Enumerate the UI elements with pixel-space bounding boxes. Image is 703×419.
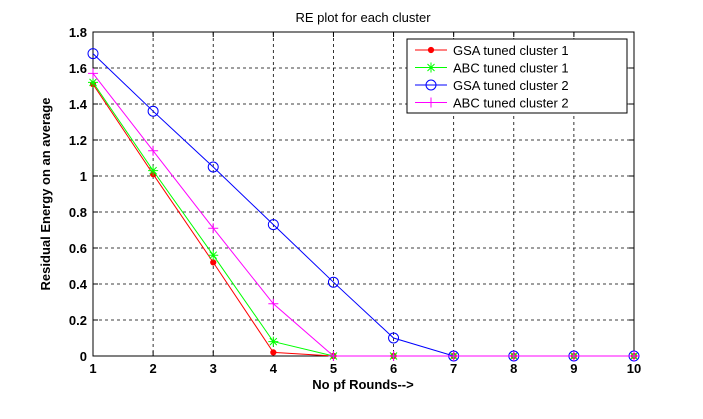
data-point xyxy=(210,259,217,266)
data-point xyxy=(267,219,279,231)
x-tick-label: 8 xyxy=(510,361,517,376)
x-tick-label: 2 xyxy=(149,361,156,376)
y-tick-label: 0.2 xyxy=(69,313,87,328)
series-2 xyxy=(88,77,639,361)
y-tick-label: 1.8 xyxy=(69,25,87,40)
data-point xyxy=(327,276,339,288)
y-tick-label: 0.8 xyxy=(69,205,87,220)
y-tick-label: 0.6 xyxy=(69,241,87,256)
data-point xyxy=(448,351,459,361)
data-point xyxy=(88,77,98,88)
y-tick-label: 1 xyxy=(80,169,87,184)
legend-entry: GSA tuned cluster 1 xyxy=(415,43,569,58)
x-tick-label: 9 xyxy=(570,361,577,376)
data-point xyxy=(88,68,98,79)
series-layer xyxy=(87,48,640,362)
chart-title: RE plot for each cluster xyxy=(295,10,431,25)
data-point xyxy=(207,161,219,173)
x-tick-label: 1 xyxy=(89,361,96,376)
data-point xyxy=(208,250,219,261)
series-line xyxy=(92,73,634,357)
legend-label: ABC tuned cluster 2 xyxy=(453,96,569,111)
data-point xyxy=(147,105,159,117)
x-tick-label: 10 xyxy=(627,361,641,376)
y-axis-title: Residual Energy on an average xyxy=(38,98,53,291)
y-tick-label: 1.6 xyxy=(69,61,87,76)
legend-entry: GSA tuned cluster 2 xyxy=(415,78,569,93)
data-point xyxy=(87,48,99,60)
y-tick-label: 0.4 xyxy=(69,277,88,292)
data-point xyxy=(208,223,219,234)
legend-entry: ABC tuned cluster 1 xyxy=(415,61,569,76)
x-axis-title: No pf Rounds--> xyxy=(312,377,414,392)
y-tick-label: 1.2 xyxy=(69,133,87,148)
series-line xyxy=(92,83,634,357)
data-point xyxy=(270,349,277,356)
data-point xyxy=(268,298,279,309)
x-tick-label: 6 xyxy=(390,361,397,376)
data-point xyxy=(148,165,159,176)
data-point xyxy=(148,145,159,156)
x-tick-label: 7 xyxy=(450,361,457,376)
series-line xyxy=(92,82,634,357)
x-tick-label: 5 xyxy=(330,361,337,376)
legend-label: ABC tuned cluster 1 xyxy=(453,61,569,76)
legend-entry: ABC tuned cluster 2 xyxy=(415,96,569,111)
legend-label: GSA tuned cluster 2 xyxy=(453,78,569,93)
data-point xyxy=(268,336,279,347)
data-point xyxy=(425,79,437,91)
series-1 xyxy=(89,81,638,360)
data-point xyxy=(568,351,579,361)
y-tick-label: 0 xyxy=(80,349,87,364)
x-tick-label: 4 xyxy=(270,361,278,376)
axis-ticks: 1 2 3 4 5 6 7 8 9 10 0 0.2 0.4 0.6 0.8 1 1.2 1.4 1.6 1.8 xyxy=(69,25,641,376)
data-point xyxy=(629,351,639,361)
x-tick-label: 3 xyxy=(210,361,217,376)
data-point xyxy=(328,351,339,361)
y-tick-label: 1.4 xyxy=(69,97,88,112)
series-4 xyxy=(88,68,639,361)
legend-box xyxy=(406,38,628,114)
data-point xyxy=(388,332,400,344)
data-point xyxy=(427,46,435,54)
data-point xyxy=(426,62,436,73)
data-point xyxy=(508,351,519,361)
data-point xyxy=(388,351,399,361)
data-point xyxy=(426,97,436,108)
legend: GSA tuned cluster 1 ABC tuned cluster 1 GS… xyxy=(406,38,628,114)
legend-label: GSA tuned cluster 1 xyxy=(453,43,569,58)
